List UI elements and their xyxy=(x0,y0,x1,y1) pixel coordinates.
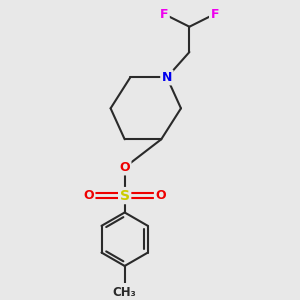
Text: F: F xyxy=(160,8,168,21)
Text: F: F xyxy=(211,8,219,21)
Text: N: N xyxy=(162,71,172,84)
Text: S: S xyxy=(120,189,130,202)
Text: O: O xyxy=(119,161,130,174)
Text: O: O xyxy=(155,189,166,202)
Text: CH₃: CH₃ xyxy=(113,286,136,299)
Text: O: O xyxy=(83,189,94,202)
